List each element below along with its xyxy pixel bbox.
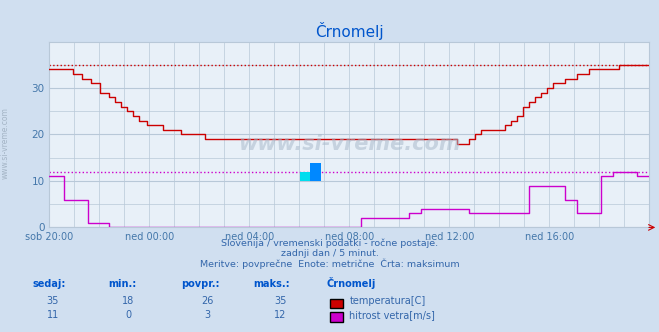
Text: min.:: min.:	[109, 279, 137, 289]
Text: 12: 12	[274, 310, 286, 320]
Text: 3: 3	[204, 310, 211, 320]
Text: povpr.:: povpr.:	[181, 279, 219, 289]
Text: 26: 26	[202, 296, 214, 306]
Bar	[310, 163, 321, 181]
Text: zadnji dan / 5 minut.: zadnji dan / 5 minut.	[281, 249, 378, 258]
Text: maks.:: maks.:	[254, 279, 291, 289]
Text: 35: 35	[274, 296, 286, 306]
Text: Meritve: povprečne  Enote: metrične  Črta: maksimum: Meritve: povprečne Enote: metrične Črta:…	[200, 258, 459, 269]
Text: temperatura[C]: temperatura[C]	[349, 296, 426, 306]
Text: Slovenija / vremenski podatki - ročne postaje.: Slovenija / vremenski podatki - ročne po…	[221, 238, 438, 248]
Title: Črnomelj: Črnomelj	[315, 22, 384, 40]
Text: 0: 0	[125, 310, 132, 320]
Text: www.si-vreme.com: www.si-vreme.com	[1, 107, 10, 179]
Text: sedaj:: sedaj:	[33, 279, 67, 289]
Text: www.si-vreme.com: www.si-vreme.com	[238, 134, 461, 154]
Text: 11: 11	[47, 310, 59, 320]
Text: Črnomelj: Črnomelj	[326, 277, 376, 289]
Text: 18: 18	[123, 296, 134, 306]
Bar	[300, 172, 310, 181]
Text: hitrost vetra[m/s]: hitrost vetra[m/s]	[349, 310, 435, 320]
Text: 35: 35	[47, 296, 59, 306]
